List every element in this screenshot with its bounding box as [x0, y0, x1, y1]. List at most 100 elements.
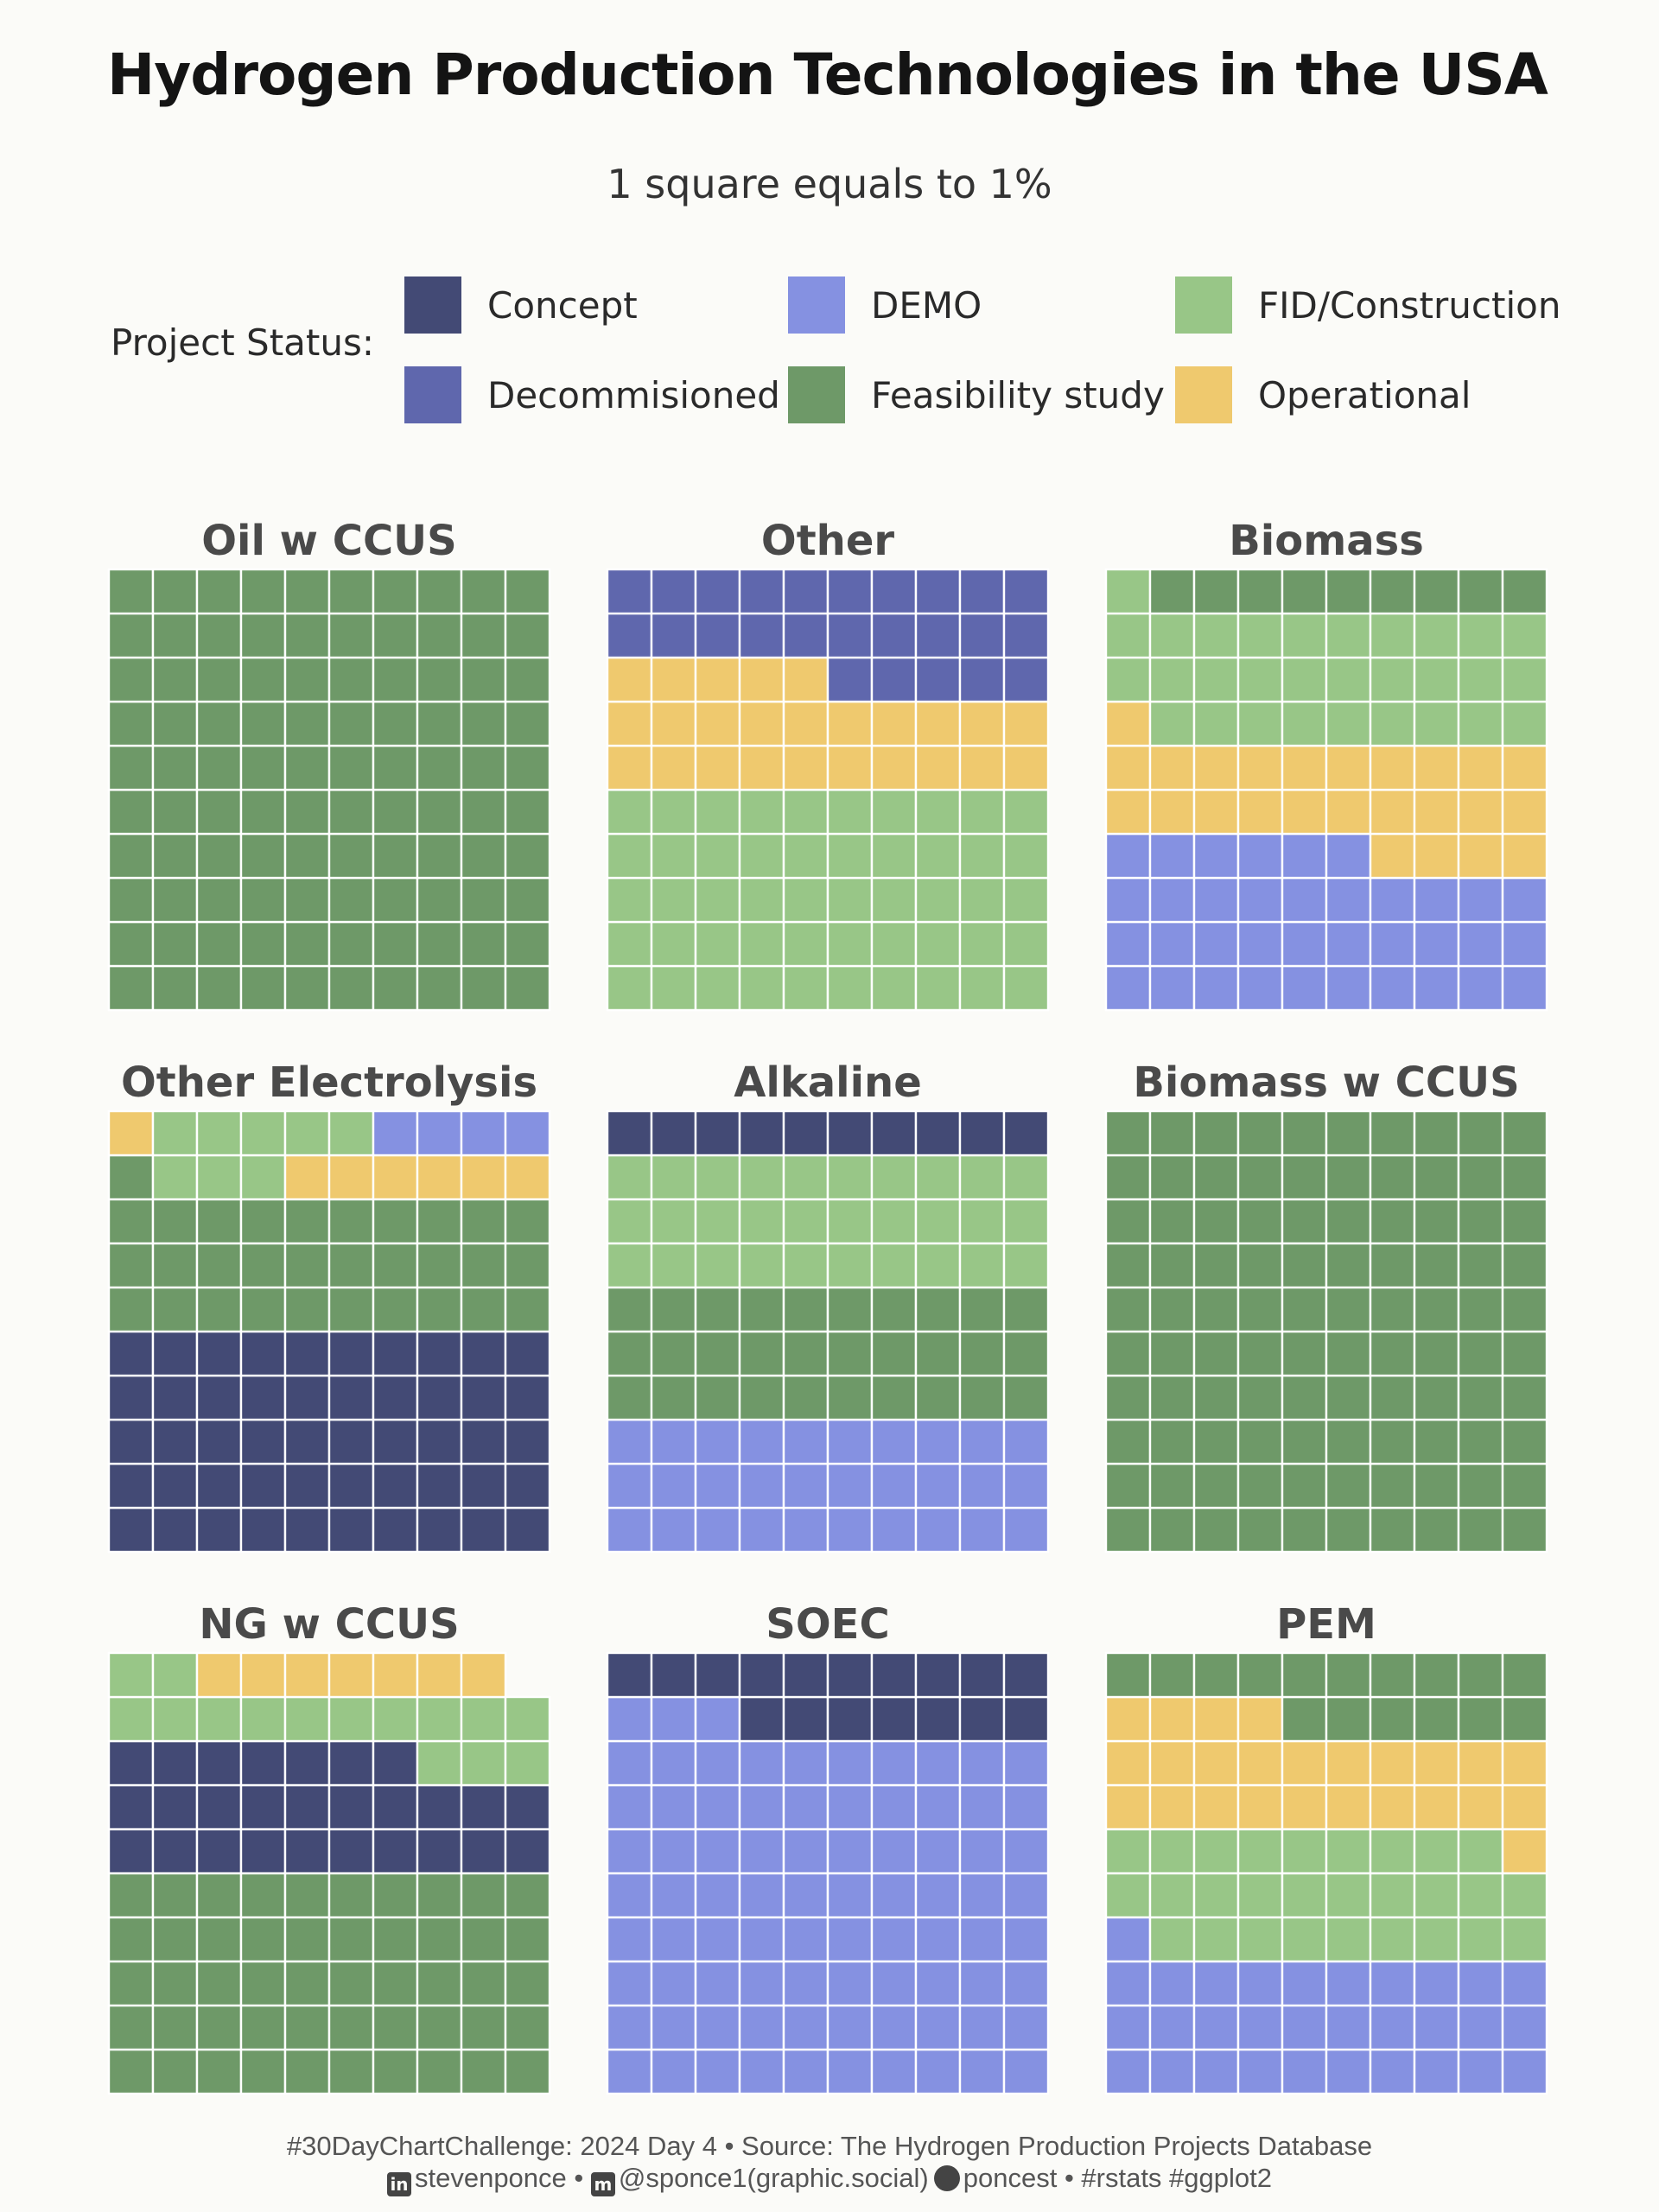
waffle-cell-fid	[1457, 700, 1504, 747]
waffle-cell-fid	[826, 920, 874, 968]
waffle-cell-demo	[1325, 2048, 1372, 2095]
waffle-cell-demo	[1369, 1960, 1416, 2007]
waffle-cell-fid	[958, 788, 1006, 836]
waffle-cell-fid	[694, 1242, 741, 1289]
waffle-cell-concept	[460, 1506, 507, 1554]
panel-title-ng-ccus: NG w CCUS	[199, 1600, 460, 1649]
waffle-cell-oper	[283, 1651, 331, 1699]
waffle-cell-feas	[606, 1374, 653, 1421]
waffle-cell-concept	[107, 1783, 155, 1831]
waffle-cell-fid	[1369, 1916, 1416, 1963]
waffle-cell-concept	[107, 1506, 155, 1554]
waffle-cell-fid	[870, 964, 918, 1012]
waffle-cell-feas	[372, 788, 419, 836]
waffle-cell-fid	[195, 1109, 243, 1157]
waffle-cell-demo	[826, 1916, 874, 1963]
waffle-cell-feas	[327, 568, 375, 615]
github-icon	[933, 2165, 960, 2191]
waffle-cell-demo	[738, 1739, 785, 1787]
waffle-cell-demo	[1501, 2048, 1548, 2095]
waffle-cell-feas	[416, 612, 463, 659]
waffle-cell-fid	[650, 1242, 697, 1289]
waffle-cell-feas	[416, 964, 463, 1012]
waffle-cell-concept	[239, 1827, 287, 1875]
waffle-cell-feas	[826, 1286, 874, 1333]
waffle-cell-demo	[1413, 1960, 1460, 2007]
waffle-cell-demo	[782, 1827, 830, 1875]
waffle-cell-fid	[914, 920, 962, 968]
waffle-cell-concept	[283, 1418, 331, 1465]
waffle-cell-feas	[283, 964, 331, 1012]
waffle-cell-feas	[151, 1872, 199, 1919]
waffle-cell-decom	[1002, 656, 1050, 703]
waffle-cell-fid	[606, 1242, 653, 1289]
waffle-panel	[1104, 1651, 1548, 2095]
waffle-cell-concept	[372, 1418, 419, 1465]
waffle-cell-demo	[1325, 832, 1372, 880]
waffle-cell-fid	[738, 1154, 785, 1201]
waffle-cell-feas	[1281, 1242, 1328, 1289]
waffle-cell-concept	[504, 1418, 551, 1465]
waffle-cell-concept	[782, 1695, 830, 1743]
waffle-cell-fid	[107, 1651, 155, 1699]
waffle-cell-feas	[1104, 1109, 1152, 1157]
waffle-cell-decom	[694, 612, 741, 659]
waffle-cell-feas	[416, 1960, 463, 2007]
waffle-cell-concept	[327, 1418, 375, 1465]
waffle-cell-decom	[738, 568, 785, 615]
waffle-cell-fid	[1236, 612, 1284, 659]
waffle-cell-demo	[694, 1739, 741, 1787]
waffle-cell-demo	[460, 1109, 507, 1157]
waffle-cell-oper	[239, 1651, 287, 1699]
waffle-cell-demo	[914, 1916, 962, 1963]
waffle-cell-feas	[504, 700, 551, 747]
waffle-cell-feas	[239, 656, 287, 703]
legend-title: Project Status:	[111, 321, 375, 364]
waffle-cell-demo	[650, 1916, 697, 1963]
waffle-cell-feas	[1501, 1695, 1548, 1743]
waffle-cell-oper	[826, 700, 874, 747]
waffle-cell-feas	[195, 788, 243, 836]
waffle-cell-demo	[694, 1462, 741, 1510]
waffle-cell-feas	[195, 1198, 243, 1245]
waffle-cell-demo	[650, 1739, 697, 1787]
waffle-cell-fid	[914, 964, 962, 1012]
waffle-cell-concept	[416, 1418, 463, 1465]
waffle-cell-demo	[958, 1418, 1006, 1465]
waffle-cell-demo	[606, 1506, 653, 1554]
waffle-cell-concept	[283, 1783, 331, 1831]
waffle-cell-feas	[107, 964, 155, 1012]
waffle-cell-demo	[1148, 2048, 1196, 2095]
waffle-cell-oper	[327, 1154, 375, 1201]
waffle-cell-concept	[958, 1695, 1006, 1743]
waffle-cell-demo	[870, 1418, 918, 1465]
waffle-cell-feas	[1281, 1198, 1328, 1245]
waffle-cell-decom	[826, 656, 874, 703]
waffle-cell-concept	[372, 1783, 419, 1831]
waffle-cell-fid	[650, 964, 697, 1012]
waffle-cell-oper	[650, 744, 697, 791]
legend-swatch	[788, 366, 845, 423]
waffle-cell-feas	[151, 832, 199, 880]
legend-item-demo: DEMO	[788, 276, 982, 334]
waffle-cell-demo	[416, 1109, 463, 1157]
waffle-cell-fid	[738, 832, 785, 880]
waffle-cell-concept	[151, 1506, 199, 1554]
waffle-cell-demo	[1148, 2004, 1196, 2051]
waffle-cell-feas	[1148, 1154, 1196, 1201]
waffle-cell-oper	[1104, 1739, 1152, 1787]
waffle-cell-fid	[738, 920, 785, 968]
waffle-cell-oper	[1501, 1783, 1548, 1831]
waffle-cell-fid	[239, 1154, 287, 1201]
waffle-cell-feas	[327, 2048, 375, 2095]
waffle-cell-feas	[1501, 568, 1548, 615]
waffle-cell-fid	[416, 1695, 463, 1743]
waffle-cell-demo	[606, 1418, 653, 1465]
waffle-cell-fid	[738, 964, 785, 1012]
waffle-cell-oper	[1325, 1739, 1372, 1787]
waffle-cell-demo	[1325, 1960, 1372, 2007]
panel-title-pem: PEM	[1276, 1600, 1376, 1649]
waffle-cell-feas	[460, 568, 507, 615]
waffle-cell-oper	[1369, 1783, 1416, 1831]
waffle-cell-demo	[914, 1506, 962, 1554]
